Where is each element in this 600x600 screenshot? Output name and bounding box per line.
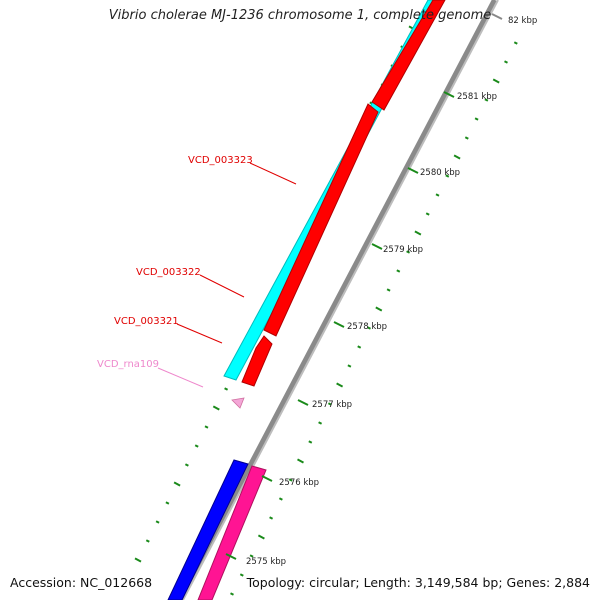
- backbone-track: [177, 0, 499, 600]
- gc-tick: [474, 117, 479, 121]
- ruler-label-6: 2576 kbp: [279, 478, 319, 488]
- gc-tick: [504, 60, 508, 64]
- map-title: Vibrio cholerae MJ-1236 chromosome 1, co…: [108, 8, 492, 23]
- ruler-tick-7: [225, 553, 237, 560]
- feature-labels: VCD_003323 VCD_003322 VCD_003321 VCD_rna…: [97, 155, 297, 388]
- gc-tick: [308, 440, 313, 444]
- gc-tick: [414, 230, 422, 236]
- ruler-label-5: 2577 kbp: [312, 400, 352, 410]
- cds-block-reverse-3[interactable]: [371, 0, 446, 111]
- reverse-cds-track: [241, 0, 446, 387]
- ruler-label-0: 82 kbp: [508, 16, 537, 26]
- gc-tick: [492, 78, 500, 84]
- ruler-tick-1: [443, 91, 455, 98]
- gc-tick: [249, 554, 254, 558]
- gc-tick: [173, 481, 181, 487]
- ruler-label-2: 2580 kbp: [420, 168, 460, 178]
- gc-tick: [406, 250, 411, 254]
- ruler-tick-2: [407, 167, 419, 174]
- blue-gene-block[interactable]: [167, 459, 249, 600]
- gc-tick: [435, 193, 440, 197]
- gc-tick: [375, 306, 383, 312]
- gc-tick: [357, 345, 362, 349]
- gc-tick: [453, 154, 461, 160]
- gc-tick: [194, 444, 199, 448]
- gc-tick: [327, 402, 332, 406]
- gc-tick: [288, 478, 293, 482]
- feature-label-vcd-003321[interactable]: VCD_003321: [114, 316, 179, 327]
- ruler-tick-3: [371, 243, 383, 250]
- gc-tick: [204, 425, 209, 429]
- feature-label-vcd-003323[interactable]: VCD_003323: [188, 155, 253, 166]
- gc-tick: [464, 136, 469, 140]
- gc-tick: [230, 592, 234, 596]
- genome-summary-text: Topology: circular; Length: 3,149,584 bp…: [246, 575, 590, 590]
- gc-tick: [367, 326, 371, 330]
- accession-text: Accession: NC_012668: [10, 575, 153, 590]
- leader-line-vcd-003323: [249, 162, 297, 185]
- gc-tick: [145, 539, 150, 543]
- gc-tick: [297, 458, 304, 464]
- gc-content-track: [134, 25, 518, 596]
- ruler-label-7: 2575 kbp: [246, 557, 286, 567]
- leader-line-vcd-rna109: [157, 367, 204, 388]
- ruler-tick-6: [261, 475, 273, 482]
- ruler-tick-4: [333, 321, 345, 328]
- gc-tick: [155, 520, 160, 524]
- gc-tick: [212, 405, 220, 411]
- gc-tick: [336, 382, 344, 388]
- gc-tick: [347, 364, 352, 368]
- gene-reference-tracks: [167, 459, 267, 600]
- rna-feature[interactable]: [231, 397, 245, 409]
- pink-gene-block[interactable]: [197, 465, 267, 600]
- gc-tick: [386, 288, 391, 292]
- gc-tick: [165, 501, 170, 505]
- gc-tick: [484, 98, 489, 102]
- gc-tick: [396, 269, 401, 273]
- gc-tick: [278, 497, 283, 501]
- gc-tick: [445, 174, 450, 178]
- gc-tick: [224, 387, 229, 391]
- ruler-label-4: 2578 kbp: [347, 322, 387, 332]
- gc-tick: [257, 534, 265, 540]
- gc-tick: [425, 212, 430, 216]
- leader-line-vcd-003321: [176, 323, 223, 344]
- feature-label-vcd-rna109[interactable]: VCD_rna109: [97, 359, 159, 370]
- gc-tick: [318, 421, 323, 425]
- ruler: 82 kbp 2581 kbp 2580 kbp 2579 kbp 2578 k…: [225, 13, 537, 567]
- ruler-label-3: 2579 kbp: [383, 245, 423, 255]
- cds-block-reverse-2[interactable]: [263, 103, 379, 337]
- gc-tick: [184, 463, 189, 467]
- gc-tick: [134, 557, 142, 563]
- ruler-tick-0: [491, 13, 503, 20]
- ruler-label-1: 2581 kbp: [457, 92, 497, 102]
- leader-line-vcd-003322: [199, 274, 245, 298]
- feature-label-vcd-003322[interactable]: VCD_003322: [136, 267, 201, 278]
- gc-tick: [513, 41, 518, 45]
- gc-tick: [239, 573, 244, 577]
- gc-tick: [269, 516, 274, 520]
- cds-block-reverse-1[interactable]: [241, 335, 273, 387]
- ruler-tick-5: [297, 399, 309, 406]
